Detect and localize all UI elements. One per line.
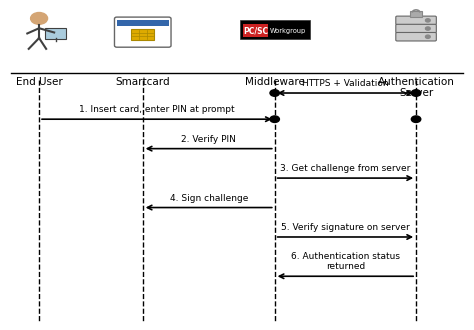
Text: PC/SC: PC/SC [243,26,268,35]
FancyBboxPatch shape [396,32,437,41]
Circle shape [411,116,421,122]
Text: 2. Verify PIN: 2. Verify PIN [181,135,236,144]
Circle shape [31,13,47,24]
Text: Authentication
Server: Authentication Server [378,77,455,98]
FancyBboxPatch shape [45,28,66,39]
FancyBboxPatch shape [396,16,437,25]
FancyBboxPatch shape [410,11,422,17]
Circle shape [426,19,430,22]
Text: HTTPS + Validation: HTTPS + Validation [302,79,389,88]
FancyBboxPatch shape [240,20,310,39]
Bar [117,20,169,26]
Text: 4. Sign challenge: 4. Sign challenge [170,194,248,203]
Text: 3. Get challenge from server: 3. Get challenge from server [280,164,410,173]
Text: Smartcard: Smartcard [116,77,170,87]
Circle shape [270,90,279,96]
Circle shape [411,90,421,96]
FancyBboxPatch shape [115,17,171,47]
Text: Workgroup: Workgroup [270,28,306,34]
Circle shape [426,35,430,38]
Text: End User: End User [16,77,63,87]
Text: 6. Authentication status
returned: 6. Authentication status returned [291,252,400,271]
Circle shape [426,27,430,30]
FancyBboxPatch shape [131,29,154,40]
Circle shape [270,116,279,122]
Text: 1. Insert card, enter PIN at prompt: 1. Insert card, enter PIN at prompt [79,105,235,114]
Bar [243,24,268,37]
Text: 5. Verify signature on server: 5. Verify signature on server [281,223,410,232]
Text: Middleware: Middleware [245,77,305,87]
FancyBboxPatch shape [396,24,437,33]
